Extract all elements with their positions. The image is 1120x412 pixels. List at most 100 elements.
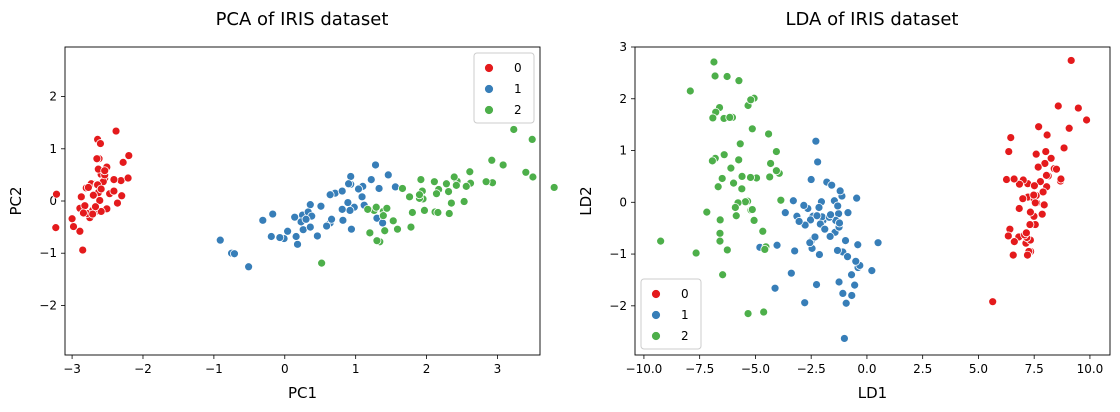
pca-chart: PCA of IRIS dataset −3 −2 −1 0 1 2 3 −2 −1 0 1 2 0 1… bbox=[7, 9, 559, 402]
data-point-class-1 bbox=[275, 233, 285, 242]
legend-marker bbox=[651, 289, 661, 299]
data-point-class-0 bbox=[1004, 147, 1014, 156]
legend-marker bbox=[484, 105, 494, 115]
chart-title: PCA of IRIS dataset bbox=[216, 9, 389, 30]
x-tick-label: −2 bbox=[134, 362, 152, 376]
x-tick-label: 2 bbox=[423, 362, 431, 376]
data-point-class-0 bbox=[1030, 181, 1039, 191]
data-point-class-0 bbox=[1023, 250, 1032, 260]
data-point-class-1 bbox=[850, 280, 860, 290]
x-axis-label: PC1 bbox=[288, 384, 317, 402]
y-tick-label: 3 bbox=[619, 40, 627, 54]
data-point-class-2 bbox=[710, 71, 720, 81]
data-point-class-2 bbox=[407, 208, 417, 217]
data-point-class-0 bbox=[1038, 187, 1048, 197]
data-point-class-2 bbox=[760, 244, 770, 254]
data-point-class-1 bbox=[338, 215, 348, 225]
data-point-class-0 bbox=[1064, 123, 1074, 133]
data-point-class-2 bbox=[446, 198, 456, 208]
data-point-class-1 bbox=[780, 208, 790, 218]
data-point-class-2 bbox=[718, 270, 728, 280]
data-point-class-2 bbox=[746, 173, 755, 182]
data-point-class-0 bbox=[109, 186, 119, 196]
data-point-class-0 bbox=[96, 207, 106, 216]
data-point-class-2 bbox=[749, 216, 759, 225]
data-point-class-1 bbox=[343, 198, 353, 207]
data-point-class-2 bbox=[740, 197, 750, 207]
data-point-class-0 bbox=[51, 223, 61, 233]
data-point-class-0 bbox=[1082, 115, 1091, 125]
data-point-class-1 bbox=[244, 262, 254, 272]
data-point-class-0 bbox=[1037, 209, 1047, 219]
data-point-class-1 bbox=[772, 240, 782, 250]
data-point-class-2 bbox=[725, 113, 735, 122]
data-point-class-1 bbox=[366, 175, 376, 184]
y-axis-label: PC2 bbox=[7, 186, 25, 215]
data-point-class-1 bbox=[835, 218, 844, 228]
data-point-class-1 bbox=[833, 246, 842, 255]
data-point-class-2 bbox=[734, 155, 744, 165]
data-point-class-1 bbox=[371, 160, 380, 170]
data-point-class-2 bbox=[729, 178, 738, 188]
data-point-class-0 bbox=[1025, 220, 1035, 229]
data-point-class-1 bbox=[347, 224, 356, 234]
data-point-class-2 bbox=[378, 211, 388, 221]
y-tick-label: 1 bbox=[49, 142, 57, 156]
data-point-class-1 bbox=[812, 211, 822, 221]
data-point-class-0 bbox=[52, 189, 61, 199]
data-point-class-2 bbox=[731, 211, 741, 221]
legend-label: 1 bbox=[681, 308, 689, 322]
data-point-class-2 bbox=[708, 113, 718, 123]
data-point-class-0 bbox=[95, 196, 105, 205]
data-point-class-2 bbox=[707, 156, 717, 166]
data-point-class-0 bbox=[1003, 231, 1013, 241]
data-point-class-2 bbox=[758, 226, 768, 236]
data-point-class-1 bbox=[374, 184, 384, 193]
data-point-class-0 bbox=[1040, 159, 1050, 168]
data-point-class-2 bbox=[380, 226, 390, 236]
data-point-class-2 bbox=[549, 183, 559, 192]
data-point-class-1 bbox=[853, 240, 863, 250]
legend-box bbox=[640, 278, 702, 350]
legend-label: 2 bbox=[514, 103, 522, 117]
data-point-class-1 bbox=[810, 232, 820, 242]
data-point-class-2 bbox=[459, 197, 469, 206]
data-point-class-0 bbox=[1015, 179, 1024, 189]
data-point-class-2 bbox=[481, 177, 491, 187]
data-point-class-1 bbox=[805, 238, 815, 248]
legend-marker bbox=[651, 310, 661, 320]
data-point-class-0 bbox=[1030, 198, 1040, 208]
data-point-class-1 bbox=[799, 200, 809, 210]
data-point-class-1 bbox=[266, 232, 276, 241]
x-tick-label: 0 bbox=[281, 362, 289, 376]
data-point-class-2 bbox=[528, 172, 538, 182]
data-point-class-1 bbox=[378, 218, 388, 228]
data-point-class-1 bbox=[790, 246, 800, 256]
data-point-class-1 bbox=[786, 268, 796, 278]
x-tick-label: 5.0 bbox=[969, 362, 988, 376]
data-point-class-1 bbox=[325, 190, 335, 200]
x-tick-label: −7.5 bbox=[685, 362, 714, 376]
data-point-class-1 bbox=[827, 180, 837, 190]
x-tick-label: −2.5 bbox=[797, 362, 826, 376]
data-point-class-0 bbox=[1006, 133, 1016, 142]
data-point-class-0 bbox=[1034, 122, 1044, 132]
data-point-class-1 bbox=[847, 270, 856, 280]
data-point-class-1 bbox=[873, 238, 883, 248]
data-point-class-2 bbox=[691, 248, 701, 258]
legend-box bbox=[473, 52, 535, 124]
data-point-class-2 bbox=[406, 222, 416, 232]
data-point-class-2 bbox=[372, 236, 382, 246]
data-point-class-0 bbox=[1014, 204, 1024, 213]
data-point-class-2 bbox=[444, 187, 453, 197]
data-point-class-1 bbox=[852, 193, 862, 203]
data-point-class-0 bbox=[100, 166, 110, 176]
y-tick-label: −2 bbox=[39, 298, 57, 312]
data-point-class-0 bbox=[113, 198, 122, 208]
data-point-class-1 bbox=[291, 232, 301, 241]
data-point-class-0 bbox=[1018, 194, 1028, 204]
x-tick-label: 3 bbox=[494, 362, 502, 376]
data-point-class-1 bbox=[847, 291, 857, 300]
data-point-class-0 bbox=[109, 175, 119, 184]
data-point-class-2 bbox=[685, 86, 695, 96]
